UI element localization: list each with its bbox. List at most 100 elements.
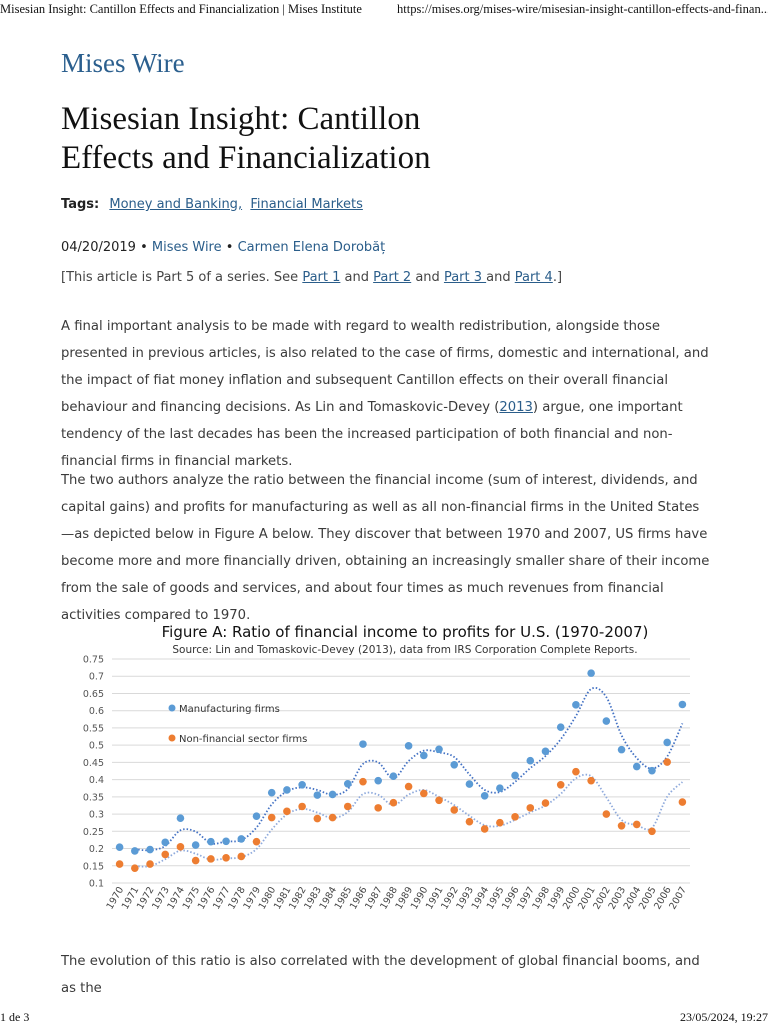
- data-point-manufacturing: [465, 780, 474, 788]
- data-point-manufacturing: [374, 776, 382, 785]
- data-point-nonfinancial: [222, 854, 230, 862]
- legend-label-nonfinancial: Non-financial sector firms: [179, 734, 307, 745]
- citation-link[interactable]: 2013: [499, 400, 533, 415]
- data-point-nonfinancial: [313, 814, 322, 823]
- y-tick-label: 0.25: [83, 827, 104, 838]
- article-title: Misesian Insight: Cantillon Effects and …: [61, 101, 431, 176]
- data-point-manufacturing: [146, 845, 154, 854]
- data-point-nonfinancial: [420, 789, 428, 798]
- data-point-manufacturing: [404, 742, 413, 750]
- data-point-nonfinancial: [374, 804, 382, 812]
- data-point-manufacturing: [663, 738, 671, 747]
- data-point-nonfinancial: [496, 818, 504, 827]
- data-point-nonfinancial: [465, 817, 474, 826]
- data-point-nonfinancial: [450, 806, 459, 814]
- data-point-nonfinancial: [526, 804, 535, 812]
- series-note: [This article is Part 5 of a series. See…: [61, 270, 562, 285]
- paragraph-3: The evolution of this ratio is also corr…: [61, 954, 700, 996]
- data-point-manufacturing: [435, 745, 443, 754]
- data-point-nonfinancial: [115, 860, 124, 868]
- data-point-nonfinancial: [343, 802, 352, 811]
- data-point-nonfinancial: [663, 758, 671, 766]
- data-point-nonfinancial: [389, 798, 398, 807]
- data-point-manufacturing: [176, 814, 185, 823]
- y-tick-label: 0.55: [83, 723, 104, 734]
- separator: •: [135, 240, 152, 255]
- paragraph-2: The two authors analyze the ratio betwee…: [61, 473, 710, 623]
- separator: •: [221, 240, 238, 255]
- data-point-manufacturing: [632, 762, 641, 771]
- data-point-nonfinancial: [617, 821, 626, 830]
- tag-link[interactable]: Financial Markets: [250, 197, 363, 212]
- data-point-nonfinancial: [146, 860, 154, 868]
- chart-title: Figure A: Ratio of financial income to p…: [162, 623, 649, 641]
- part-2-link[interactable]: Part 2: [373, 270, 412, 285]
- data-point-nonfinancial: [267, 813, 276, 822]
- data-point-nonfinancial: [191, 856, 200, 865]
- series-text: and: [486, 270, 515, 285]
- part-3-link[interactable]: Part 3: [443, 270, 487, 285]
- section-link[interactable]: Mises Wire: [151, 240, 222, 255]
- data-point-manufacturing: [161, 838, 170, 847]
- part-1-link[interactable]: Part 1: [302, 270, 341, 285]
- data-point-manufacturing: [131, 847, 139, 855]
- legend-label-manufacturing: Manufacturing firms: [179, 704, 280, 715]
- article-meta: 04/20/2019 • Mises Wire • Carmen Elena D…: [61, 240, 385, 255]
- data-point-manufacturing: [237, 835, 246, 843]
- y-tick-label: 0.7: [89, 672, 104, 683]
- data-point-manufacturing: [602, 717, 611, 725]
- data-point-manufacturing: [313, 791, 322, 799]
- chart-subtitle: Source: Lin and Tomaskovic-Devey (2013),…: [172, 644, 637, 656]
- print-header-url: https://mises.org/mises-wire/misesian-in…: [397, 2, 768, 16]
- data-point-nonfinancial: [328, 813, 337, 822]
- data-point-nonfinancial: [359, 777, 367, 786]
- data-point-nonfinancial: [632, 820, 641, 829]
- data-point-manufacturing: [587, 669, 595, 677]
- data-point-nonfinancial: [480, 825, 489, 833]
- data-point-manufacturing: [496, 784, 504, 793]
- y-tick-label: 0.6: [89, 706, 104, 717]
- tags-label: Tags:: [61, 197, 100, 212]
- tag-link[interactable]: Money and Banking,: [109, 197, 243, 212]
- y-tick-label: 0.45: [83, 758, 104, 769]
- data-point-nonfinancial: [176, 843, 185, 851]
- data-point-manufacturing: [359, 740, 367, 748]
- series-text: and: [340, 270, 374, 285]
- data-point-manufacturing: [480, 792, 489, 800]
- tags-row: Tags: Money and Banking, Financial Marke…: [61, 197, 363, 212]
- data-point-nonfinancial: [572, 767, 580, 776]
- data-point-nonfinancial: [435, 796, 443, 805]
- data-point-manufacturing: [343, 779, 352, 788]
- data-point-manufacturing: [678, 700, 687, 709]
- data-point-nonfinancial: [207, 855, 215, 863]
- data-point-manufacturing: [420, 751, 428, 760]
- data-point-manufacturing: [191, 841, 200, 849]
- paragraph-1: A final important analysis to be made wi…: [61, 313, 711, 475]
- legend-marker-nonfinancial: [168, 734, 176, 742]
- site-name-link[interactable]: Mises Wire: [61, 48, 185, 78]
- series-text: .]: [552, 270, 563, 285]
- data-point-nonfinancial: [237, 852, 246, 861]
- data-point-manufacturing: [511, 771, 519, 780]
- data-point-nonfinancial: [511, 813, 519, 821]
- data-point-manufacturing: [283, 786, 291, 794]
- data-point-manufacturing: [328, 790, 337, 799]
- y-tick-label: 0.15: [83, 861, 104, 872]
- y-tick-label: 0.4: [89, 775, 104, 786]
- part-4-link[interactable]: Part 4: [514, 270, 553, 285]
- data-point-nonfinancial: [252, 837, 261, 846]
- figure-a-chart: Figure A: Ratio of financial income to p…: [83, 623, 690, 911]
- data-point-nonfinancial: [404, 782, 413, 791]
- print-footer-datetime: 23/05/2024, 19:27: [679, 1010, 768, 1024]
- author-link[interactable]: Carmen Elena Dorobăț: [237, 240, 386, 255]
- data-point-nonfinancial: [587, 776, 595, 785]
- data-point-manufacturing: [252, 812, 261, 820]
- data-point-manufacturing: [556, 723, 565, 732]
- data-point-manufacturing: [267, 788, 276, 797]
- y-tick-label: 0.1: [89, 879, 104, 890]
- paragraph-text: A final important analysis to be made wi…: [61, 319, 709, 415]
- data-point-manufacturing: [115, 843, 124, 851]
- print-footer-page: 1 de 3: [0, 1010, 30, 1024]
- data-point-manufacturing: [648, 766, 656, 775]
- data-point-nonfinancial: [602, 810, 611, 818]
